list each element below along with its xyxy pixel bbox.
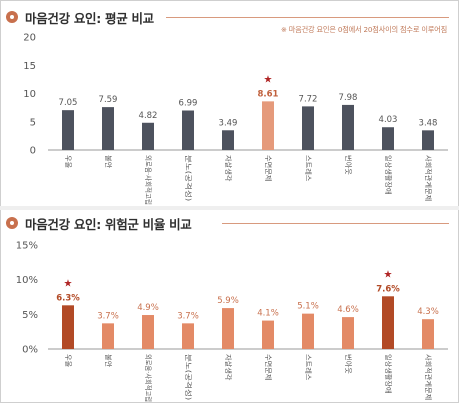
category-label: 분노(공격성)	[184, 354, 193, 400]
bar	[382, 296, 394, 349]
category-label: 분노(공격성)	[184, 155, 193, 201]
bar	[142, 315, 154, 349]
data-label: 5.9%	[217, 296, 239, 306]
bar	[262, 320, 274, 349]
bar	[342, 317, 354, 349]
chart2-header-rule	[222, 223, 449, 224]
bar	[382, 127, 394, 150]
data-label: 7.05	[59, 98, 78, 108]
bar	[302, 313, 314, 349]
chart2-header: 마음건강 요인: 위험군 비율 비교	[6, 213, 192, 233]
data-label: 7.6%	[376, 284, 400, 294]
category-label: 사회적관계문제	[424, 354, 433, 400]
category-label: 자살생각	[224, 354, 233, 380]
chart1-title: 마음건강 요인: 평균 비교	[25, 10, 154, 26]
bar	[62, 110, 74, 150]
star-icon: ★	[64, 278, 73, 289]
category-label: 불안	[104, 155, 113, 168]
bar	[102, 323, 114, 349]
category-label: 번아웃	[344, 354, 353, 374]
y-tick-label: 0	[30, 146, 36, 157]
category-label: 외로움·사회적고립	[144, 155, 153, 205]
data-label: 7.98	[339, 93, 358, 103]
data-label: 4.03	[379, 115, 398, 125]
bullet-icon	[6, 217, 18, 229]
bar	[142, 122, 154, 150]
category-label: 스트레스	[304, 354, 313, 380]
chart1-svg: 0 5 10 15 20 7.05 우울 7.59 불안 4.82 외로움·사회적고립 6.99 분노(…	[23, 33, 448, 205]
bar	[182, 323, 194, 349]
category-label: 일상생활장애	[384, 155, 393, 195]
category-label: 사회적관계문제	[424, 155, 433, 201]
category-label: 일상생활장애	[384, 354, 393, 394]
data-label: 6.99	[179, 99, 198, 109]
chart1-header-rule	[166, 17, 449, 18]
chart2-title: 마음건강 요인: 위험군 비율 비교	[25, 216, 192, 232]
bar	[342, 104, 354, 150]
category-label: 우울	[64, 354, 72, 367]
section-divider	[0, 206, 459, 210]
data-label: 3.7%	[97, 311, 119, 321]
star-icon: ★	[264, 74, 273, 85]
bar	[422, 319, 434, 349]
y-tick-label: 0%	[22, 345, 38, 356]
y-tick-label: 10%	[16, 275, 38, 286]
data-label: 8.61	[258, 89, 279, 99]
bar	[302, 106, 314, 150]
data-label: 7.59	[99, 95, 118, 105]
category-label: 수면문제	[264, 155, 273, 181]
star-icon: ★	[384, 269, 393, 280]
data-label: 5.1%	[297, 302, 319, 312]
y-tick-label: 15	[23, 61, 36, 72]
bar	[62, 305, 74, 349]
y-tick-label: 10	[23, 89, 36, 100]
data-label: 3.7%	[177, 311, 199, 321]
category-label: 불안	[104, 354, 113, 367]
data-label: 4.6%	[337, 305, 359, 315]
data-label: 3.49	[219, 118, 238, 128]
data-label: 4.9%	[137, 303, 159, 313]
chart1-header: 마음건강 요인: 평균 비교	[6, 7, 154, 27]
data-label: 3.48	[419, 118, 438, 128]
y-tick-label: 5%	[22, 310, 38, 321]
category-label: 자살생각	[224, 155, 233, 181]
bar	[222, 308, 234, 349]
category-label: 번아웃	[344, 155, 353, 175]
data-label: 4.1%	[257, 309, 279, 319]
y-tick-label: 15%	[16, 241, 38, 252]
category-label: 외로움·사회적고립	[144, 354, 153, 402]
bullet-icon	[6, 11, 18, 23]
data-label: 7.72	[299, 94, 318, 104]
bar	[262, 101, 274, 150]
data-label: 6.3%	[56, 293, 80, 303]
bar	[102, 107, 114, 150]
category-label: 수면문제	[264, 354, 273, 380]
data-label: 4.82	[139, 111, 158, 121]
bar	[422, 130, 434, 150]
bar	[222, 130, 234, 150]
chart1-note: ※ 마음건강 요인은 0점에서 20점사이의 점수로 이루어짐	[280, 25, 447, 34]
y-tick-label: 20	[23, 33, 36, 44]
bar	[182, 110, 194, 150]
category-label: 우울	[64, 155, 72, 168]
category-label: 스트레스	[304, 155, 313, 181]
y-tick-label: 5	[30, 117, 36, 128]
data-label: 4.3%	[417, 307, 439, 317]
